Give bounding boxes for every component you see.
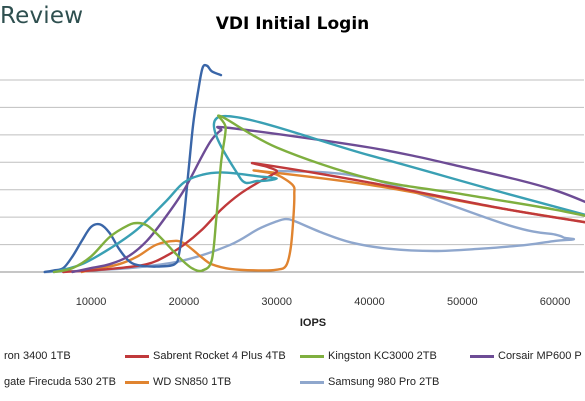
series-line-corsair-mp600-pro: [71, 125, 585, 274]
legend-item: Sabrent Rocket 4 Plus 4TB: [125, 348, 286, 364]
legend-item: gate Firecuda 530 2TB: [0, 374, 116, 390]
legend-label: gate Firecuda 530 2TB: [4, 376, 116, 388]
legend-swatch: [300, 354, 324, 358]
x-tick-label: 50000: [447, 296, 478, 308]
legend-item: WD SN850 1TB: [125, 374, 231, 390]
legend-label: Corsair MP600 P: [498, 350, 582, 362]
legend-swatch: [470, 354, 494, 358]
legend-swatch: [125, 380, 149, 384]
legend-item: Samsung 980 Pro 2TB: [300, 374, 439, 390]
x-tick-label: 30000: [261, 296, 292, 308]
x-tick-label: 20000: [169, 296, 200, 308]
x-tick-label: 10000: [76, 296, 107, 308]
legend-label: ron 3400 1TB: [4, 350, 71, 362]
chart-title: VDI Initial Login: [215, 14, 370, 34]
legend-label: Samsung 980 Pro 2TB: [328, 376, 440, 388]
legend-item: Corsair MP600 P: [470, 348, 582, 364]
brand-logo-text: Review: [0, 3, 84, 29]
x-tick-labels: 10000200003000040000500006000070000: [76, 296, 571, 308]
legend-swatch: [125, 354, 149, 358]
legend-label: Kingston KC3000 2TB: [328, 350, 437, 362]
x-tick-label: 40000: [354, 296, 385, 308]
legend-label: Sabrent Rocket 4 Plus 4TB: [153, 350, 286, 362]
series-line-inland-performance-plus-2tb: [43, 63, 223, 274]
legend-item: ron 3400 1TB: [0, 348, 71, 364]
series-layer: [43, 63, 585, 274]
series-line-sabrent-rocket-4-plus-4tb: [62, 161, 585, 274]
legend-swatch: [300, 380, 324, 384]
x-axis-label: IOPS: [299, 317, 327, 329]
series-line-seagate-firecuda-530-2tb: [52, 114, 585, 274]
legend-label: WD SN850 1TB: [153, 376, 232, 388]
series-line-kingston-kc3000-2tb: [52, 114, 585, 274]
series-line-wd-sn850-1tb: [80, 169, 585, 274]
series-line-samsung-980-pro-2tb: [43, 169, 576, 274]
x-tick-label: 60000: [540, 296, 571, 308]
legend-item: Kingston KC3000 2TB: [300, 348, 437, 364]
